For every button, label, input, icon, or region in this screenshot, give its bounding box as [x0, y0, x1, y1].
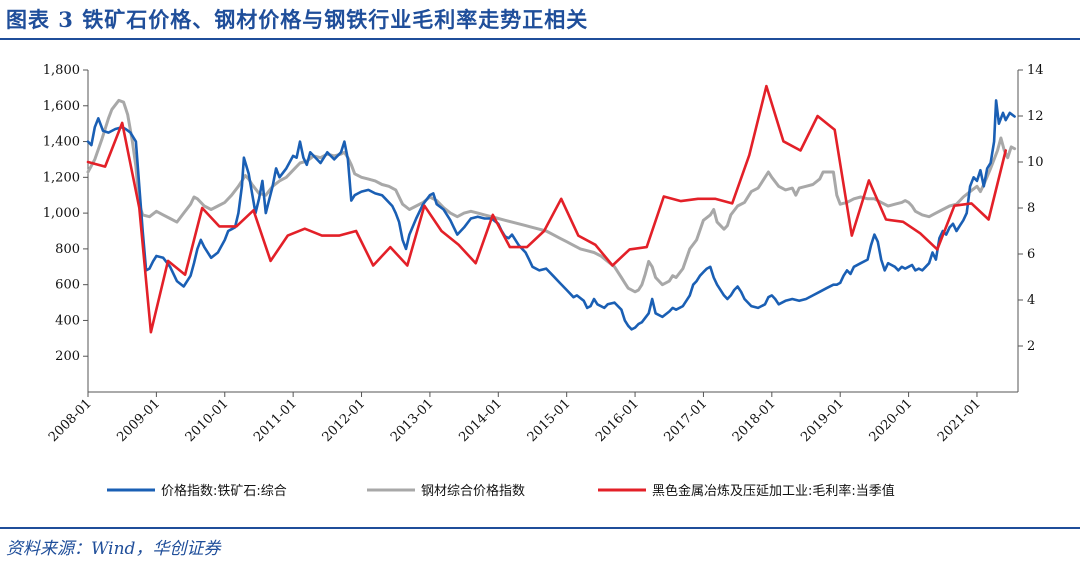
legend: 价格指数:铁矿石:综合 钢材综合价格指数 黑色金属冶炼及压延加工业:毛利率:当季值 [107, 483, 895, 499]
x-tick-label: 2012-01 [320, 396, 369, 445]
x-tick-label: 2010-01 [183, 396, 232, 445]
x-tick-label: 2011-01 [251, 396, 300, 445]
x-tick-label: 2016-01 [593, 396, 642, 445]
source-note: 资料来源：Wind，华创证券 [6, 539, 221, 559]
series-line-1 [86, 99, 1016, 331]
x-tick-label: 2018-01 [730, 396, 779, 445]
x-tick-label: 2008-01 [46, 396, 95, 445]
left-tick-label: 200 [55, 349, 80, 364]
x-tick-label: 2015-01 [525, 396, 574, 445]
x-tick-label: 2020-01 [867, 396, 916, 445]
chart-title: 图表 3 铁矿石价格、钢材价格与钢铁行业毛利率走势正相关 [6, 7, 589, 32]
axes: 200 400 600 800 1,000 1,200 1,400 1,600 1,800 2 4 6… [43, 63, 1044, 445]
chart: 200 400 600 800 1,000 1,200 1,400 1,600 1,800 2 4 6… [43, 63, 1044, 499]
right-tick-label: 14 [1027, 63, 1044, 78]
title-divider [0, 38, 1080, 40]
left-tick-label: 1,800 [43, 63, 80, 78]
x-tick-label: 2009-01 [114, 396, 163, 445]
right-tick-label: 2 [1027, 339, 1035, 354]
series-line-3 [86, 84, 1008, 334]
x-tick-label: 2021-01 [935, 396, 984, 445]
x-tick-label: 2013-01 [388, 396, 437, 445]
legend-label: 黑色金属冶炼及压延加工业:毛利率:当季值 [652, 483, 895, 499]
x-tick-label: 2019-01 [798, 396, 847, 445]
left-tick-label: 600 [55, 278, 80, 293]
left-tick-label: 400 [55, 313, 80, 328]
right-tick-label: 12 [1027, 109, 1044, 124]
right-tick-label: 10 [1027, 155, 1044, 170]
x-tick-label: 2017-01 [661, 396, 710, 445]
legend-label: 价格指数:铁矿石:综合 [161, 483, 287, 499]
right-tick-label: 6 [1027, 247, 1035, 262]
right-tick-label: 8 [1027, 201, 1035, 216]
left-tick-label: 1,200 [43, 170, 80, 185]
footer-divider [0, 527, 1080, 529]
x-tick-label: 2014-01 [456, 396, 505, 445]
left-tick-label: 800 [55, 242, 80, 257]
right-tick-label: 4 [1027, 293, 1035, 308]
left-tick-label: 1,400 [43, 135, 80, 150]
left-tick-label: 1,600 [43, 99, 80, 114]
legend-label: 钢材综合价格指数 [421, 483, 525, 499]
left-tick-label: 1,000 [43, 206, 80, 221]
series-layer [86, 84, 1017, 334]
